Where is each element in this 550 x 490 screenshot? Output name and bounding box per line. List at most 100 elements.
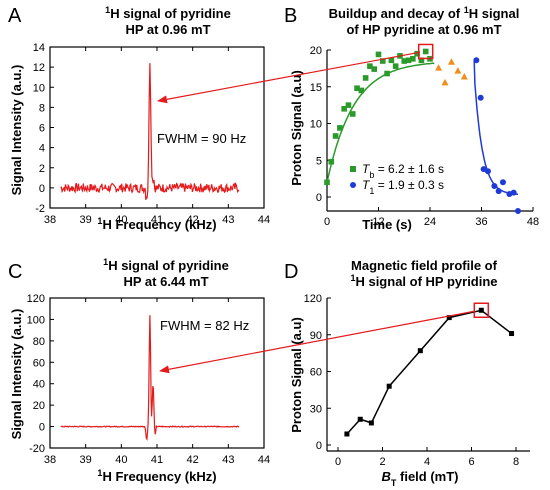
buildup-data-point [375, 51, 382, 58]
y-tick-label: 2 [39, 163, 45, 175]
x-tick-label: 0 [335, 456, 341, 468]
buildup-data-point [392, 63, 399, 69]
buildup-data-point [388, 57, 395, 64]
x-tick-label: 44 [258, 454, 270, 466]
panel-c-title-line1: 1H signal of pyridine [103, 257, 229, 273]
panel-d-chart: Magnetic field profile of 1H signal of H… [289, 258, 530, 488]
y-tick-label: 120 [27, 293, 45, 305]
legend-entry-buildup: Tb = 6.2 ± 1.6 s [362, 162, 444, 180]
x-tick-label: 40 [115, 454, 127, 466]
panel-a-x-ticks: 38 39 40 41 42 43 44 [44, 47, 270, 226]
buildup-data-point [379, 58, 386, 64]
plateau-data-point [441, 78, 449, 86]
decay-data-point [477, 94, 484, 101]
x-tick-label: 24 [424, 216, 436, 228]
decay-data-point [514, 207, 521, 214]
panel-b-title-line1: Buildup and decay of 1H signal [329, 5, 520, 21]
y-tick-label: 90 [310, 330, 322, 342]
panel-a-plot-frame [49, 46, 265, 209]
panel-d-title-line1: Magnetic field profile of [351, 258, 498, 273]
buildup-data-point [328, 158, 335, 165]
panel-b-y-axis-label: Proton Signal (a.u) [289, 70, 304, 186]
x-tick-label: 8 [513, 456, 519, 468]
x-tick-label: 41 [151, 454, 163, 466]
x-tick-label: 48 [527, 216, 539, 228]
y-tick-label: 30 [310, 403, 322, 415]
buildup-data-point [414, 50, 420, 57]
buildup-data-point [401, 58, 408, 64]
panel-c-x-ticks: 38 39 40 41 42 43 44 [44, 298, 270, 466]
buildup-data-point [332, 133, 339, 139]
panel-a-title-line1: 1H signal of pyridine [105, 5, 231, 21]
highlight-box-b [417, 43, 434, 60]
field-profile-point [386, 383, 392, 389]
plateau-data-point [454, 67, 462, 74]
plateau-data-point [460, 72, 468, 80]
panel-b-x-axis-label: Time (s) [362, 217, 412, 232]
buildup-data-point [422, 48, 429, 55]
legend-entry-decay: T1 = 1.9 ± 0.3 s [362, 178, 444, 196]
buildup-data-point [341, 106, 347, 112]
highlight-overlay [157, 43, 490, 374]
panel-d-y-axis-label: Proton Signal (a.u) [289, 317, 304, 433]
buildup-data-point [324, 179, 330, 186]
panel-c-y-ticks: -20 0 20 40 60 80 100 120 [27, 293, 54, 455]
y-tick-label: -20 [29, 443, 45, 455]
decay-data-point [491, 182, 498, 189]
panel-c-y-axis-label: Signal Intensity (a.u.) [9, 309, 24, 440]
y-tick-label: 20 [33, 400, 45, 412]
decay-data-point [484, 168, 491, 175]
y-tick-label: 4 [39, 143, 45, 155]
buildup-data-point [384, 70, 390, 77]
y-tick-label: 40 [33, 379, 45, 391]
y-tick-label: 15 [310, 82, 322, 94]
x-tick-label: 4 [424, 456, 430, 468]
buildup-data-point [345, 102, 352, 108]
plateau-data-point [435, 64, 443, 71]
panel-d-title-line2: 1H signal of HP pyridine [350, 273, 497, 289]
decay-fit-curve [473, 60, 518, 195]
x-tick-label: 42 [187, 454, 199, 466]
field-profile-point [478, 307, 484, 313]
field-profile-point [357, 416, 363, 422]
y-tick-label: 0 [316, 440, 322, 452]
decay-data-point [499, 179, 506, 186]
decay-data-point [510, 189, 517, 196]
y-tick-label: 12 [33, 62, 45, 74]
y-tick-label: 20 [310, 45, 322, 57]
y-tick-label: 100 [27, 314, 45, 326]
x-tick-label: 39 [80, 454, 92, 466]
plateau-data-point [447, 58, 455, 65]
panel-label-a: A [8, 5, 22, 27]
field-profile-line [346, 309, 512, 435]
buildup-data-point [371, 66, 378, 72]
panel-c-fwhm-annotation: FWHM = 82 Hz [160, 318, 249, 333]
y-tick-label: 80 [33, 336, 45, 348]
legend-marker-decay [350, 182, 356, 188]
y-tick-label: 10 [310, 119, 322, 131]
x-tick-label: 42 [187, 214, 199, 226]
y-tick-label: 0 [39, 422, 45, 434]
panel-b-axes: 0 5 10 15 20 0 12 24 36 48 [310, 45, 539, 228]
decay-data-point [495, 188, 502, 195]
buildup-data-point [418, 57, 425, 64]
panel-b-legend: Tb = 6.2 ± 1.6 sT1 = 1.9 ± 0.3 s [350, 162, 444, 196]
field-profile-point [417, 348, 423, 354]
y-tick-label: -2 [35, 203, 45, 215]
panel-a-y-axis-label: Signal Intensity (a.u.) [9, 65, 24, 196]
panel-a-spectrum-line [60, 63, 240, 201]
panel-a-y-ticks: -2 0 2 4 6 8 10 12 14 [33, 42, 54, 215]
panel-a-x-axis-label: 1H Frequency (kHz) [97, 216, 216, 232]
y-tick-label: 0 [39, 183, 45, 195]
legend-marker-buildup [350, 166, 356, 172]
panel-b-title-line2: of HP pyridine at 0.96 mT [346, 22, 501, 37]
panel-label-b: B [284, 5, 297, 27]
x-tick-label: 43 [222, 214, 234, 226]
x-tick-label: 6 [468, 456, 474, 468]
x-tick-label: 38 [44, 454, 56, 466]
x-tick-label: 43 [222, 454, 234, 466]
x-tick-label: 44 [258, 214, 270, 226]
buildup-data-point [410, 56, 416, 62]
y-tick-label: 5 [316, 155, 322, 167]
